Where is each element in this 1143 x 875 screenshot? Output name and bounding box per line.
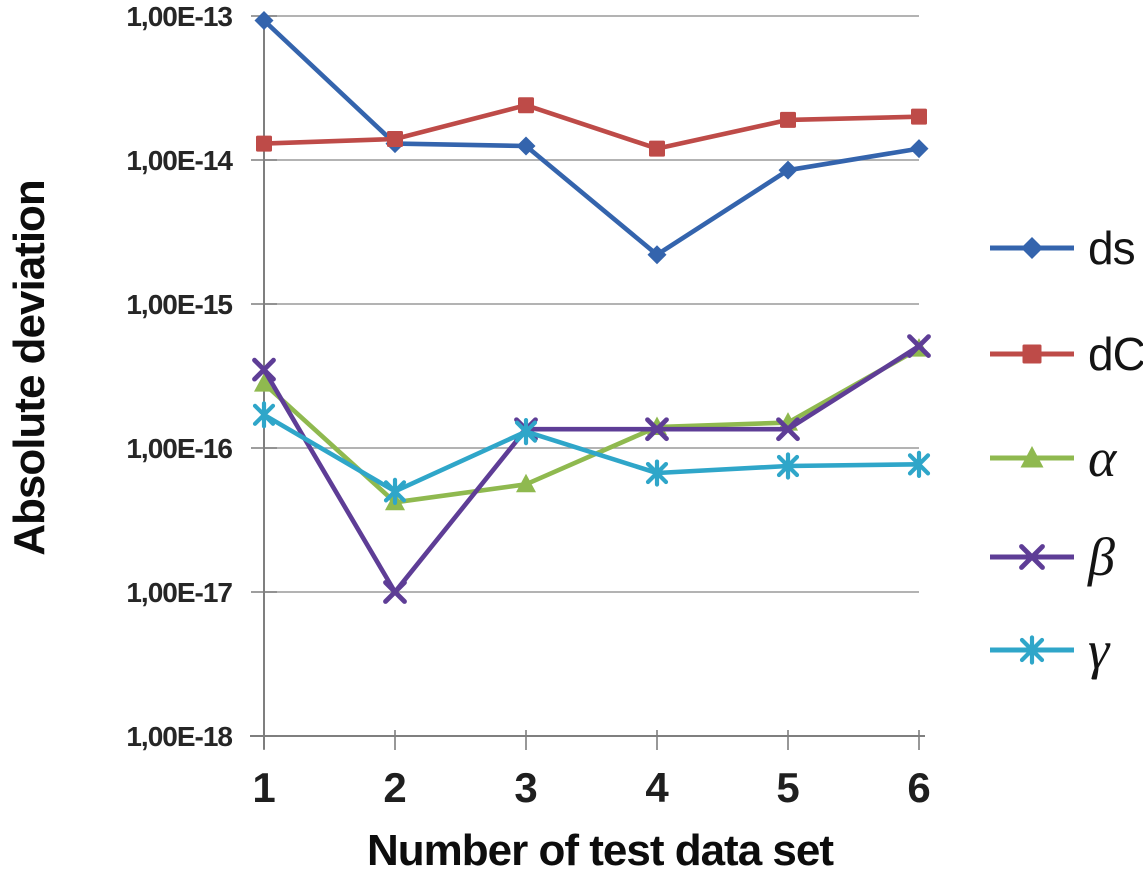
series-dC-point-5 bbox=[780, 111, 796, 128]
series-beta-point-1 bbox=[252, 357, 276, 382]
series-beta-line bbox=[261, 343, 922, 595]
series-gamma-line bbox=[261, 412, 922, 494]
series-ds-point-6 bbox=[909, 139, 929, 159]
series-beta-point-5 bbox=[776, 417, 800, 442]
x-tick-label: 6 bbox=[907, 764, 930, 811]
series-alpha-line bbox=[261, 346, 922, 505]
y-tick-label: 1,00E-13 bbox=[126, 1, 232, 32]
x-axis-title: Number of test data set bbox=[367, 826, 834, 875]
series-gamma-point-6 bbox=[907, 450, 931, 478]
series-alpha-point-1 bbox=[254, 373, 274, 392]
series-gamma-point-4 bbox=[645, 459, 669, 487]
x-tick-label: 1 bbox=[252, 764, 275, 811]
series-ds-point-5 bbox=[778, 160, 798, 180]
x-tick-label: 4 bbox=[645, 764, 669, 811]
series-ds-line bbox=[261, 18, 922, 257]
x-tick-label: 5 bbox=[776, 764, 799, 811]
series-gamma-point-5 bbox=[776, 452, 800, 480]
y-axis-title: Absolute deviation bbox=[5, 180, 54, 556]
series-dC-point-6 bbox=[911, 108, 927, 125]
series-dC-point-2 bbox=[387, 130, 403, 147]
series-beta-point-4 bbox=[645, 417, 669, 442]
y-tick-label: 1,00E-16 bbox=[126, 433, 232, 464]
series-ds-point-3 bbox=[516, 136, 536, 156]
series-ds-point-4 bbox=[647, 245, 667, 265]
series-gamma-point-1 bbox=[252, 401, 276, 429]
series-dC-point-3 bbox=[518, 97, 534, 114]
series-dC-point-1 bbox=[256, 135, 272, 152]
y-tick-label: 1,00E-18 bbox=[126, 721, 232, 752]
series-beta-point-6 bbox=[907, 334, 931, 359]
y-tick-label: 1,00E-14 bbox=[126, 145, 233, 176]
series-dC-line bbox=[261, 102, 922, 151]
series-dC-point-4 bbox=[649, 140, 665, 157]
y-tick-label: 1,00E-17 bbox=[126, 577, 232, 608]
series-gamma-point-2 bbox=[383, 477, 407, 505]
x-tick-label: 2 bbox=[383, 764, 406, 811]
y-tick-label: 1,00E-15 bbox=[126, 289, 232, 320]
series-gamma-point-3 bbox=[514, 417, 538, 446]
x-tick-label: 3 bbox=[514, 764, 537, 811]
series-beta-point-2 bbox=[383, 580, 407, 604]
series-ds-point-1 bbox=[254, 11, 274, 31]
series-alpha-point-3 bbox=[516, 473, 536, 493]
